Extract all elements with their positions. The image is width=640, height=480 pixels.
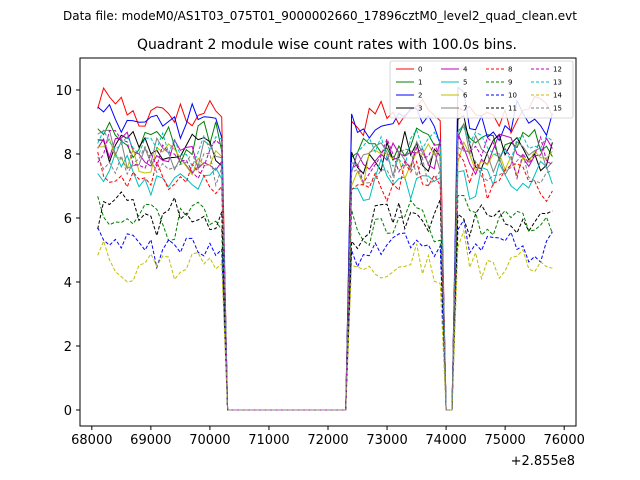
legend-label-8: 8 — [508, 66, 512, 74]
y-tick-label: 6 — [64, 212, 72, 227]
y-tick-label: 10 — [55, 84, 72, 99]
y-tick-label: 2 — [64, 340, 72, 355]
x-tick-label: 76000 — [544, 433, 585, 448]
x-tick-label: 75000 — [484, 433, 525, 448]
series-line-4 — [97, 131, 553, 411]
x-offset-label: +2.855e8 — [511, 454, 575, 469]
legend-label-3: 3 — [418, 105, 422, 113]
chart-title: Quadrant 2 module wise count rates with … — [137, 37, 517, 53]
legend-label-2: 2 — [418, 92, 422, 100]
x-tick-label: 72000 — [307, 433, 348, 448]
y-axis: 0 2 4 6 8 10 — [55, 84, 80, 419]
legend-label-6: 6 — [463, 92, 468, 100]
y-tick-label: 8 — [64, 148, 72, 163]
series-line-10 — [97, 218, 553, 411]
legend-label-4: 4 — [463, 66, 468, 74]
series-line-14 — [97, 228, 553, 411]
series-line-9 — [97, 195, 553, 411]
legend-label-11: 11 — [508, 105, 517, 113]
x-tick-label: 71000 — [248, 433, 289, 448]
series-line-12 — [97, 129, 553, 411]
legend-label-15: 15 — [553, 105, 562, 113]
y-tick-label: 0 — [64, 404, 72, 419]
series-line-5 — [97, 151, 553, 411]
x-tick-label: 73000 — [366, 433, 407, 448]
legend-label-0: 0 — [418, 66, 422, 74]
series-line-3 — [97, 114, 553, 411]
x-tick-label: 70000 — [189, 433, 230, 448]
x-tick-label: 68000 — [71, 433, 112, 448]
legend-label-1: 1 — [418, 79, 422, 87]
x-tick-label: 74000 — [425, 433, 466, 448]
legend-label-13: 13 — [553, 79, 562, 87]
series-line-1 — [97, 120, 553, 411]
series-line-15 — [97, 145, 553, 411]
legend-box — [389, 60, 574, 119]
legend-label-14: 14 — [553, 92, 562, 100]
legend-label-5: 5 — [463, 79, 467, 87]
x-tick-label: 69000 — [130, 433, 171, 448]
legend-label-10: 10 — [508, 92, 517, 100]
x-axis: 68000 69000 70000 71000 72000 73000 74000 75000… — [71, 426, 585, 448]
series-line-8 — [97, 151, 553, 411]
plot-area — [97, 86, 553, 411]
y-tick-label: 4 — [64, 276, 72, 291]
legend-label-7: 7 — [463, 105, 467, 113]
figure-suptitle: Data file: modeM0/AS1T03_075T01_90000026… — [63, 9, 577, 23]
series-line-6 — [97, 138, 553, 411]
legend-label-12: 12 — [553, 66, 562, 74]
series-line-11 — [97, 191, 553, 411]
legend-label-9: 9 — [508, 79, 512, 87]
